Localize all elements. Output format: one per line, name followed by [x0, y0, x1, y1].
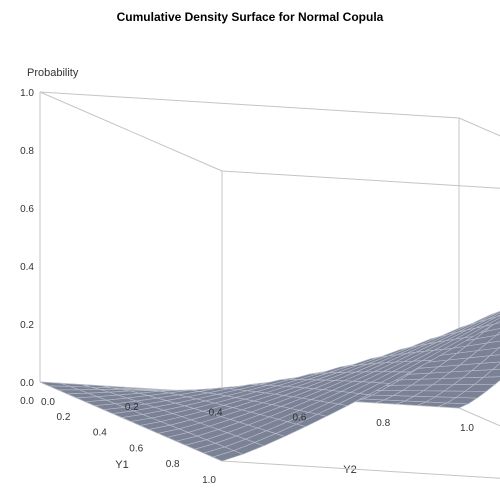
frame-edge [39, 91, 223, 172]
y-axis-title: Y2 [343, 464, 356, 476]
x-tick-label: 0.6 [129, 443, 143, 454]
z-tick-label: 0.4 [20, 262, 34, 273]
surface-cell [476, 315, 500, 329]
y-tick-label: 0.6 [292, 413, 306, 424]
surface-cell [473, 376, 500, 385]
surface-cell [485, 317, 500, 327]
frame-edge [458, 407, 500, 427]
y-tick-label: 1.0 [460, 423, 474, 434]
chart-title: Cumulative Density Surface for Normal Co… [117, 10, 384, 24]
z-tick-label: 0.0 [20, 378, 34, 389]
surface-cell [475, 328, 500, 340]
z-axis-title: Probability [27, 67, 79, 79]
surface-cell [495, 331, 500, 336]
surface-cell [479, 354, 500, 364]
frame-edge [39, 91, 460, 119]
x-tick-label: 0.0 [20, 396, 34, 407]
z-tick-label: 1.0 [20, 88, 34, 99]
surface [39, 310, 500, 462]
y-tick-label: 0.2 [125, 402, 139, 413]
z-tick-label: 0.6 [20, 204, 34, 215]
y-tick-label: 0.4 [209, 407, 223, 418]
surface-cell [486, 334, 500, 344]
surface-cell [482, 368, 500, 378]
x-tick-label: 0.2 [56, 412, 70, 423]
surface-cell [470, 361, 500, 372]
z-tick-label: 0.2 [20, 320, 34, 331]
y-tick-label: 0.8 [376, 418, 390, 429]
surface-cell [488, 347, 500, 357]
surface-cell [496, 314, 500, 317]
surface-cell [478, 311, 500, 323]
x-tick-label: 0.4 [93, 428, 107, 439]
surface-cell [491, 362, 500, 370]
surface-cell [490, 310, 500, 315]
z-tick-label: 0.8 [20, 146, 34, 157]
y-tick-label: 0.0 [41, 397, 55, 408]
x-tick-label: 0.8 [166, 459, 180, 470]
frame-edge [458, 117, 500, 137]
x-tick-label: 1.0 [202, 475, 216, 486]
tick-labels: 0.00.20.40.60.81.00.00.20.40.60.81.00.0 0… [20, 88, 474, 486]
frame-edge [221, 170, 500, 189]
x-axis-title: Y1 [115, 459, 128, 471]
frame-edge [221, 460, 500, 479]
surface-cell [477, 340, 500, 351]
